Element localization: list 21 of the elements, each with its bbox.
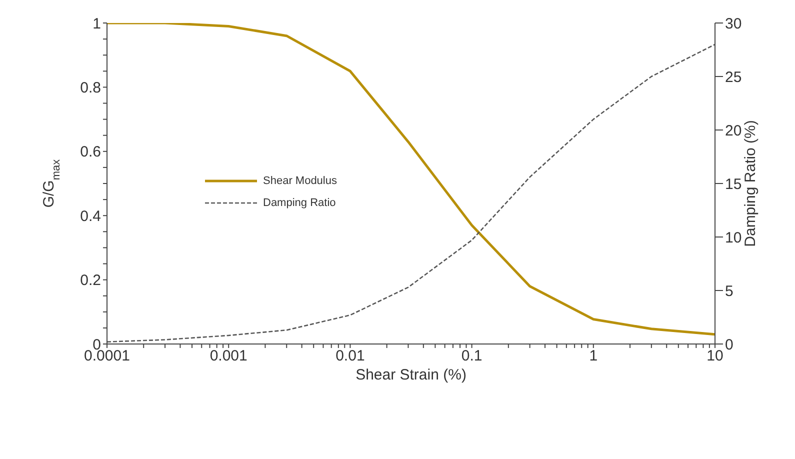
legend-label: Damping Ratio [263, 197, 336, 209]
y-tick-label: 0.4 [80, 208, 101, 225]
x-tick-label: 10 [706, 348, 724, 365]
y-tick-label: 0.8 [80, 80, 101, 97]
y2-tick-label: 25 [725, 68, 742, 86]
y-tick-label: 1 [92, 15, 101, 32]
y-tick-label: 0.2 [80, 272, 101, 290]
legend-label: Shear Modulus [263, 175, 337, 187]
x-tick-label: 0.1 [461, 348, 482, 365]
y2-axis-title: Damping Ratio (%) [742, 120, 759, 247]
y2-tick-label: 0 [725, 336, 734, 354]
x-tick-label: 0.01 [336, 348, 365, 365]
x-tick-label: 0.001 [210, 348, 248, 365]
y2-tick-label: 20 [725, 122, 742, 140]
y2-tick-label: 5 [725, 282, 734, 300]
y2-tick-label: 30 [725, 15, 742, 32]
y-tick-label: 0.6 [80, 144, 101, 161]
x-tick-label: 1 [589, 348, 598, 365]
y2-tick-label: 15 [725, 176, 742, 193]
y2-tick-label: 10 [725, 229, 742, 246]
x-axis-title: Shear Strain (%) [356, 366, 466, 384]
